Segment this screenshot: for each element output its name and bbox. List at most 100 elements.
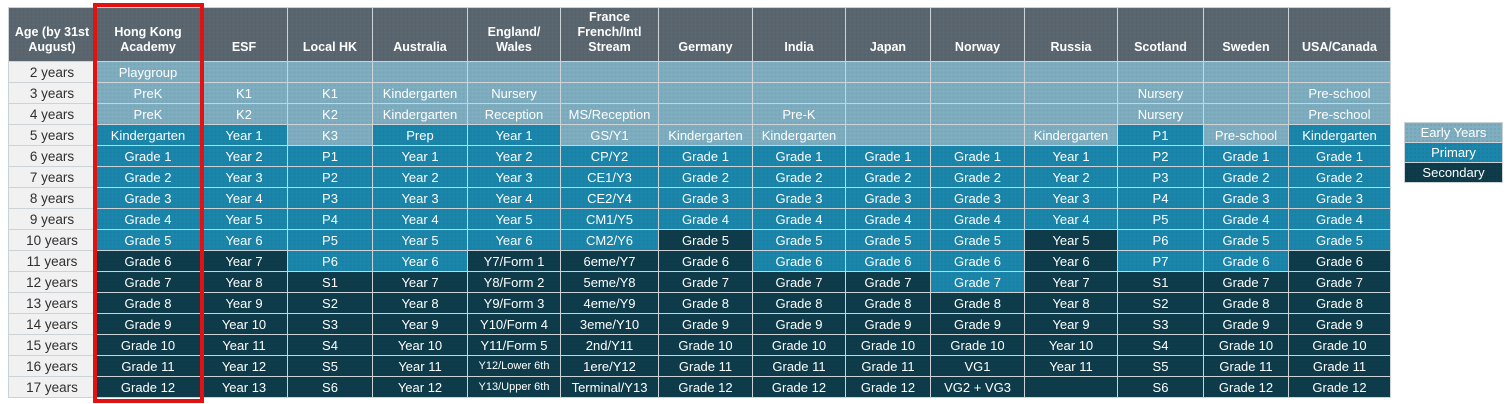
cell-scotland: P3 (1117, 166, 1204, 188)
cell-esf: Year 4 (200, 187, 288, 209)
cell-local_hk: S4 (287, 334, 373, 356)
cell-russia: Year 1 (1024, 145, 1118, 167)
age-label: 9 years (8, 208, 96, 230)
cell-hka: PreK (95, 103, 201, 125)
cell-england_wales: Reception (467, 103, 561, 125)
cell-france: 4eme/Y9 (560, 292, 659, 314)
cell-australia: Year 7 (372, 271, 468, 293)
cell-russia: Year 4 (1024, 208, 1118, 230)
cell-japan: Grade 3 (845, 187, 931, 209)
cell-england_wales: Year 5 (467, 208, 561, 230)
cell-japan: Grade 8 (845, 292, 931, 314)
level-legend: Early Years Primary Secondary (1404, 122, 1503, 183)
cell-hka: Grade 9 (95, 313, 201, 335)
cell-france: Terminal/Y13 (560, 376, 659, 398)
cell-germany: Grade 1 (658, 145, 753, 167)
cell-australia: Prep (372, 124, 468, 146)
table-row: 7 years Grade 2 Year 3 P2 Year 2 Year 3 CE1/Y3… (8, 166, 1391, 188)
age-label: 5 years (8, 124, 96, 146)
cell-australia: Year 8 (372, 292, 468, 314)
cell-norway: Grade 9 (930, 313, 1025, 335)
cell-hka: Kindergarten (95, 124, 201, 146)
cell-australia: Kindergarten (372, 82, 468, 104)
cell-local_hk: K2 (287, 103, 373, 125)
cell-germany: Grade 4 (658, 208, 753, 230)
cell-australia: Year 2 (372, 166, 468, 188)
cell-usa_canada: Grade 7 (1288, 271, 1391, 293)
column-header-norway: Norway (930, 7, 1025, 62)
cell-hka: Grade 2 (95, 166, 201, 188)
cell-local_hk: P5 (287, 229, 373, 251)
table-row: 17 years Grade 12 Year 13 S6 Year 12 Y13/Uppe… (8, 376, 1391, 398)
table-row: 2 years Playgroup (8, 61, 1391, 83)
cell-hka: Grade 6 (95, 250, 201, 272)
cell-france (560, 61, 659, 83)
cell-hka: Grade 7 (95, 271, 201, 293)
cell-usa_canada: Grade 9 (1288, 313, 1391, 335)
cell-norway: Grade 10 (930, 334, 1025, 356)
table-row: 10 years Grade 5 Year 6 P5 Year 5 Year 6 CM2/Y… (8, 229, 1391, 251)
cell-australia: Year 12 (372, 376, 468, 398)
table-row: 6 years Grade 1 Year 2 P1 Year 1 Year 2 CP/Y2 G… (8, 145, 1391, 167)
legend-primary: Primary (1404, 142, 1503, 163)
header-row: Age (by 31st August) Hong Kong Academy ESF… (8, 7, 1391, 62)
cell-scotland: S6 (1117, 376, 1204, 398)
cell-england_wales: Year 4 (467, 187, 561, 209)
column-header-australia: Australia (372, 7, 468, 62)
cell-local_hk (287, 61, 373, 83)
cell-hka: PreK (95, 82, 201, 104)
cell-england_wales: Y9/Form 3 (467, 292, 561, 314)
cell-hka: Grade 10 (95, 334, 201, 356)
cell-england_wales: Year 2 (467, 145, 561, 167)
cell-england_wales: Year 1 (467, 124, 561, 146)
cell-usa_canada (1288, 61, 1391, 83)
cell-usa_canada: Pre-school (1288, 103, 1391, 125)
cell-india: Grade 12 (752, 376, 846, 398)
cell-japan: Grade 10 (845, 334, 931, 356)
cell-germany: Grade 3 (658, 187, 753, 209)
cell-japan: Grade 6 (845, 250, 931, 272)
cell-australia: Year 3 (372, 187, 468, 209)
cell-norway: Grade 6 (930, 250, 1025, 272)
cell-usa_canada: Grade 5 (1288, 229, 1391, 251)
cell-norway (930, 61, 1025, 83)
cell-sweden: Grade 10 (1203, 334, 1289, 356)
cell-sweden: Pre-school (1203, 124, 1289, 146)
cell-usa_canada: Grade 4 (1288, 208, 1391, 230)
cell-russia: Year 10 (1024, 334, 1118, 356)
cell-sweden: Grade 4 (1203, 208, 1289, 230)
cell-russia: Year 5 (1024, 229, 1118, 251)
legend-secondary: Secondary (1404, 162, 1503, 183)
cell-esf: Year 5 (200, 208, 288, 230)
age-label: 12 years (8, 271, 96, 293)
cell-england_wales: Y7/Form 1 (467, 250, 561, 272)
cell-germany: Grade 5 (658, 229, 753, 251)
cell-esf (200, 61, 288, 83)
cell-local_hk: P6 (287, 250, 373, 272)
cell-norway: Grade 3 (930, 187, 1025, 209)
column-header-hka: Hong Kong Academy (95, 7, 201, 62)
cell-hka: Playgroup (95, 61, 201, 83)
cell-australia (372, 61, 468, 83)
cell-japan: Grade 5 (845, 229, 931, 251)
cell-hka: Grade 5 (95, 229, 201, 251)
cell-local_hk: S2 (287, 292, 373, 314)
cell-esf: Year 13 (200, 376, 288, 398)
age-label: 14 years (8, 313, 96, 335)
cell-france: 3eme/Y10 (560, 313, 659, 335)
cell-scotland: Nursery (1117, 82, 1204, 104)
table-row: 9 years Grade 4 Year 5 P4 Year 4 Year 5 CM1/Y5… (8, 208, 1391, 230)
cell-scotland: P4 (1117, 187, 1204, 209)
cell-esf: K2 (200, 103, 288, 125)
cell-sweden: Grade 8 (1203, 292, 1289, 314)
cell-japan: Grade 4 (845, 208, 931, 230)
cell-norway: Grade 1 (930, 145, 1025, 167)
cell-russia: Year 3 (1024, 187, 1118, 209)
table-row: 12 years Grade 7 Year 8 S1 Year 7 Y8/Form 2 5e… (8, 271, 1391, 293)
cell-norway: Grade 7 (930, 271, 1025, 293)
cell-local_hk: S3 (287, 313, 373, 335)
age-label: 3 years (8, 82, 96, 104)
cell-india (752, 61, 846, 83)
column-header-france: France French/Intl Stream (560, 7, 659, 62)
cell-sweden: Grade 1 (1203, 145, 1289, 167)
